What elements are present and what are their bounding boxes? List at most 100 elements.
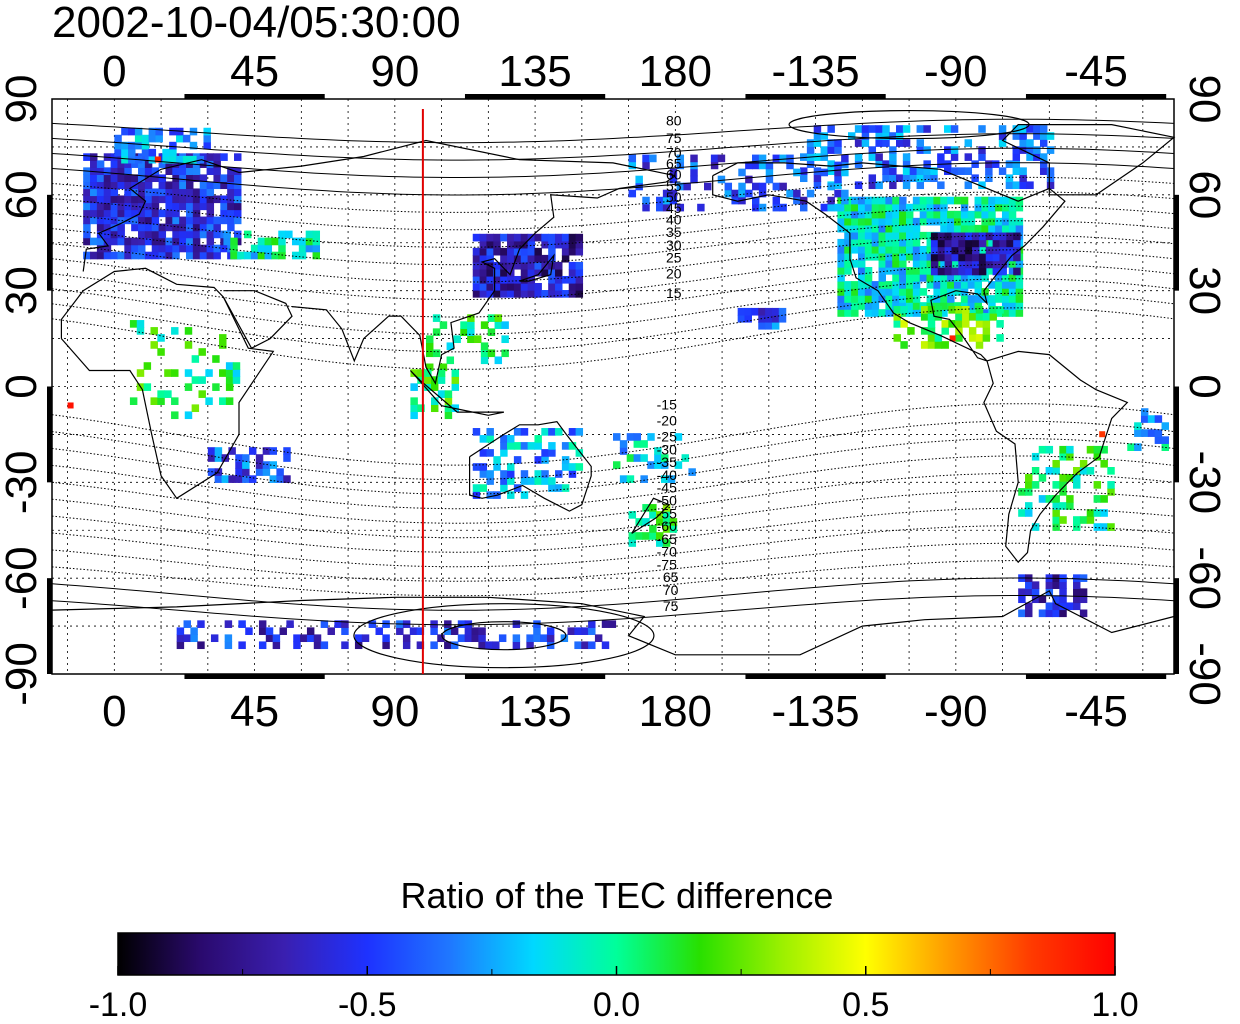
tec-patch	[1046, 167, 1055, 175]
tec-patch	[851, 302, 859, 310]
tec-patch	[889, 153, 897, 161]
tec-patch	[138, 160, 146, 168]
tec-patch	[446, 356, 455, 365]
tec-patch	[568, 428, 577, 436]
tec-patch	[141, 141, 150, 150]
coastline	[60, 267, 275, 500]
tec-patch	[871, 217, 880, 226]
tec-patch	[199, 174, 208, 183]
tec-patch	[513, 428, 522, 436]
tec-patch	[430, 383, 439, 391]
tec-patch	[520, 283, 529, 291]
tec-patch	[220, 181, 228, 190]
tec-patch	[148, 155, 157, 164]
tec-patch	[172, 188, 180, 197]
tec-patch	[210, 634, 219, 643]
tec-patch	[717, 154, 726, 163]
tec-patch	[151, 223, 160, 232]
tec-patch	[985, 160, 993, 168]
tec-patch	[947, 295, 955, 303]
frame-bar-left	[47, 386, 52, 483]
map-frame-ticks	[47, 94, 1179, 679]
tec-patch	[642, 532, 650, 540]
tec-patch	[1039, 125, 1048, 133]
tec-patch	[186, 216, 194, 225]
tec-patch	[933, 210, 941, 219]
tec-patch	[662, 518, 671, 526]
tec-patch	[493, 463, 501, 471]
tec-patch	[875, 132, 883, 140]
tec-patch	[513, 240, 522, 249]
contour-label-south: -55	[657, 505, 677, 521]
tec-patch	[460, 328, 468, 336]
tec-patch	[1066, 452, 1074, 461]
tec-patch	[305, 244, 314, 253]
tec-patch	[493, 268, 501, 277]
tec-patch	[779, 154, 787, 163]
tec-patch	[941, 327, 949, 335]
tec-patch	[493, 247, 501, 256]
tec-patch	[520, 290, 529, 298]
tec-patch	[471, 634, 479, 643]
tec-patch	[642, 154, 650, 163]
tec-patch	[919, 217, 928, 226]
geomag-contour	[51, 455, 1175, 510]
tec-patch	[941, 320, 949, 328]
tec-patch	[868, 125, 877, 133]
tec-patch	[186, 244, 194, 253]
tec-patch	[206, 202, 215, 211]
tec-patch	[642, 196, 650, 205]
tec-patch	[1038, 595, 1047, 604]
tec-patch	[1038, 495, 1047, 503]
tec-patch	[892, 217, 900, 226]
tec-patch	[227, 195, 235, 204]
tec-patch	[494, 314, 503, 322]
tec-patch	[972, 267, 980, 276]
tec-patch	[1079, 516, 1088, 524]
tec-patch	[964, 167, 973, 175]
tec-patch	[520, 428, 529, 436]
tec-patch	[978, 253, 987, 262]
tec-patch	[1066, 445, 1074, 454]
tec-patch	[974, 281, 982, 289]
tec-patch	[943, 125, 952, 133]
tec-patch	[1018, 609, 1026, 618]
tec-patch	[472, 283, 481, 291]
tec-patch	[439, 321, 448, 329]
tec-patch	[660, 454, 669, 462]
tec-patch	[758, 161, 767, 170]
tec-patch	[134, 134, 143, 143]
tec-patch	[131, 195, 139, 204]
frame-bar-top	[464, 94, 606, 99]
tec-patch	[905, 224, 914, 233]
tec-patch	[199, 216, 208, 225]
tec-patch	[169, 155, 177, 164]
tec-patch	[926, 210, 934, 219]
tec-patch	[885, 288, 893, 296]
tec-patch	[975, 320, 984, 328]
tec-patch	[110, 160, 119, 168]
tec-patch	[806, 189, 815, 198]
tec-patch	[978, 232, 987, 241]
tec-patch	[117, 195, 125, 204]
lon-tick-top: 45	[230, 47, 279, 96]
tec-patch	[1012, 125, 1021, 133]
tec-patch	[972, 239, 980, 248]
tec-patch	[158, 251, 167, 260]
tec-patch	[144, 223, 153, 232]
colorbar-title: Ratio of the TEC difference	[401, 875, 834, 916]
tec-patch	[912, 217, 921, 226]
tec-patch	[1100, 523, 1108, 531]
tec-patch	[213, 230, 221, 239]
tec-patch	[158, 195, 167, 204]
tec-patch	[688, 468, 696, 476]
tec-patch	[144, 202, 153, 211]
geomag-contour	[51, 403, 1175, 466]
tec-patch	[950, 153, 959, 161]
tec-patch	[704, 182, 712, 191]
timestamp-title: 2002-10-04/05:30:00	[52, 0, 461, 47]
tec-patch	[199, 230, 208, 239]
colorbar-tick-label: 0.0	[593, 986, 640, 1024]
tec-patch	[150, 397, 158, 405]
tec-patch	[871, 196, 880, 205]
